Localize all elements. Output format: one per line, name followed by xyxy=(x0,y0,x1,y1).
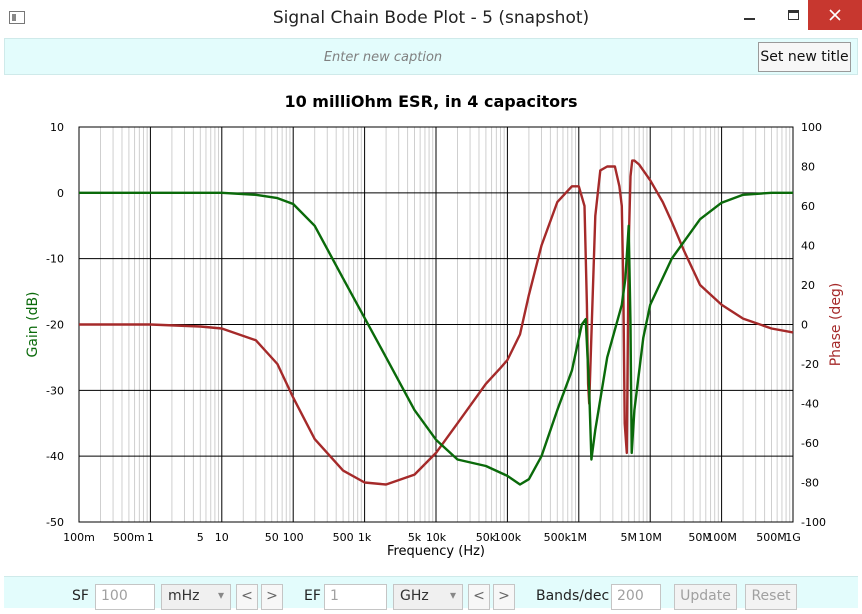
x-tick-label: 50k xyxy=(476,531,497,544)
x-tick-label: 1k xyxy=(358,531,372,544)
y2-tick-label: -20 xyxy=(801,358,819,371)
chart-title: 10 milliOhm ESR, in 4 capacitors xyxy=(284,92,578,111)
y-tick-label: -20 xyxy=(46,319,64,332)
x-tick-label: 1G xyxy=(785,531,801,544)
y2-tick-label: -100 xyxy=(801,516,826,529)
gain-series-line xyxy=(79,191,793,486)
x-tick-label: 10k xyxy=(426,531,447,544)
x-tick-label: 5M xyxy=(620,531,637,544)
ef-input[interactable]: 1 xyxy=(324,584,387,610)
minimize-icon xyxy=(743,18,755,20)
y2-axis-label: Phase (deg) xyxy=(828,283,844,367)
bode-plot: 100-10-20-30-40-50100806040200-20-40-60-… xyxy=(25,121,844,559)
x-tick-label: 500 xyxy=(333,531,354,544)
x-tick-label: 100M xyxy=(706,531,737,544)
x-tick-label: 100 xyxy=(283,531,304,544)
sf-input[interactable]: 100 xyxy=(95,584,155,610)
sf-unit-value: mHz xyxy=(168,588,200,604)
minimize-button[interactable] xyxy=(727,0,771,30)
set-title-button[interactable]: Set new title xyxy=(758,42,851,72)
x-tick-label: 500M xyxy=(756,531,787,544)
y2-tick-label: -60 xyxy=(801,437,819,450)
x-axis-label: Frequency (Hz) xyxy=(387,544,485,559)
x-tick-label: 100m xyxy=(63,531,95,544)
control-bar: SF 100 mHz < > EF 1 GHz < > Bands/dec 20… xyxy=(4,576,858,610)
y-tick-label: -10 xyxy=(46,253,64,266)
x-tick-label: 5 xyxy=(197,531,204,544)
x-tick-label: 1M xyxy=(571,531,588,544)
x-tick-label: 5k xyxy=(408,531,422,544)
y-tick-label: 10 xyxy=(50,121,64,134)
caption-bar: Set new title xyxy=(4,38,858,76)
ef-unit-value: GHz xyxy=(400,588,429,604)
y2-tick-label: 100 xyxy=(801,121,822,134)
x-tick-label: 10 xyxy=(215,531,229,544)
y-tick-label: -40 xyxy=(46,450,64,463)
y2-tick-label: 60 xyxy=(801,200,815,213)
maximize-icon xyxy=(787,10,799,20)
close-icon xyxy=(829,9,841,21)
y-tick-label: -30 xyxy=(46,384,64,397)
y2-tick-label: 20 xyxy=(801,279,815,292)
sf-next-button[interactable]: > xyxy=(261,584,283,610)
maximize-button[interactable] xyxy=(771,0,815,30)
app-icon xyxy=(9,11,25,24)
y-axis-label: Gain (dB) xyxy=(25,291,41,357)
y2-tick-label: -40 xyxy=(801,398,819,411)
sf-label: SF xyxy=(72,588,89,604)
x-tick-label: 100k xyxy=(494,531,522,544)
x-tick-label: 1 xyxy=(147,531,154,544)
update-button[interactable]: Update xyxy=(674,584,737,610)
bands-per-decade-input[interactable]: 200 xyxy=(611,584,661,610)
bands-per-decade-label: Bands/dec xyxy=(536,588,610,604)
title-bar: Signal Chain Bode Plot - 5 (snapshot) xyxy=(0,0,862,38)
x-tick-label: 50 xyxy=(265,531,279,544)
window-title: Signal Chain Bode Plot - 5 (snapshot) xyxy=(272,8,590,28)
y2-tick-label: 40 xyxy=(801,240,815,253)
sf-prev-button[interactable]: < xyxy=(236,584,258,610)
reset-button[interactable]: Reset xyxy=(745,584,797,610)
y-tick-label: -50 xyxy=(46,516,64,529)
x-tick-label: 50M xyxy=(688,531,712,544)
ef-label: EF xyxy=(304,588,321,604)
ef-prev-button[interactable]: < xyxy=(468,584,490,610)
y2-tick-label: 80 xyxy=(801,161,815,174)
x-tick-label: 10M xyxy=(638,531,662,544)
y-tick-label: 0 xyxy=(57,187,64,200)
ef-next-button[interactable]: > xyxy=(493,584,515,610)
ef-unit-select[interactable]: GHz xyxy=(393,584,463,610)
y2-tick-label: 0 xyxy=(801,319,808,332)
sf-unit-select[interactable]: mHz xyxy=(161,584,231,610)
x-tick-label: 500m xyxy=(113,531,145,544)
caption-input[interactable] xyxy=(5,39,761,76)
close-button[interactable] xyxy=(808,0,862,30)
x-tick-label: 500k xyxy=(544,531,572,544)
y2-tick-label: -80 xyxy=(801,477,819,490)
